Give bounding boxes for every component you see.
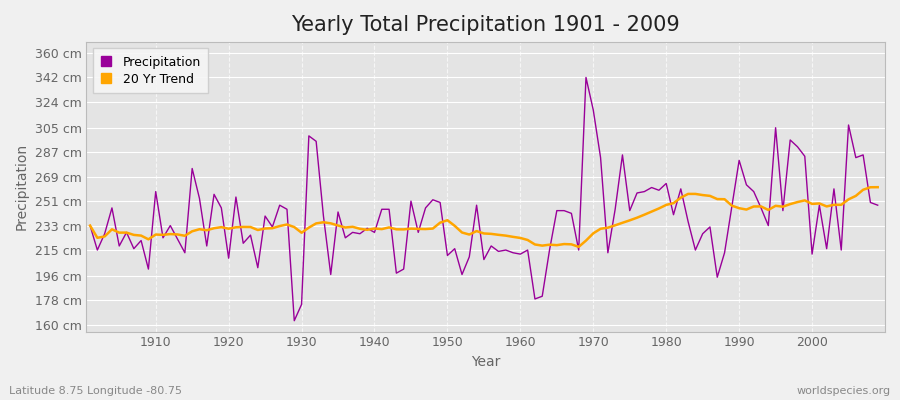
20 Yr Trend xyxy=(610,223,621,228)
Line: Precipitation: Precipitation xyxy=(90,78,878,321)
X-axis label: Year: Year xyxy=(471,355,500,369)
Precipitation xyxy=(872,203,883,208)
Precipitation xyxy=(85,223,95,228)
20 Yr Trend xyxy=(573,244,584,249)
Precipitation xyxy=(310,139,321,144)
Text: Latitude 8.75 Longitude -80.75: Latitude 8.75 Longitude -80.75 xyxy=(9,386,182,396)
20 Yr Trend xyxy=(143,237,154,242)
Legend: Precipitation, 20 Yr Trend: Precipitation, 20 Yr Trend xyxy=(93,48,209,93)
20 Yr Trend xyxy=(85,223,95,228)
20 Yr Trend xyxy=(872,185,883,190)
Precipitation xyxy=(289,318,300,323)
Title: Yearly Total Precipitation 1901 - 2009: Yearly Total Precipitation 1901 - 2009 xyxy=(292,15,680,35)
20 Yr Trend xyxy=(515,236,526,240)
20 Yr Trend xyxy=(347,224,358,229)
Precipitation xyxy=(580,75,591,80)
20 Yr Trend xyxy=(508,234,518,239)
Precipitation xyxy=(143,267,154,272)
Line: 20 Yr Trend: 20 Yr Trend xyxy=(90,187,878,247)
Precipitation xyxy=(515,252,526,256)
20 Yr Trend xyxy=(303,225,314,230)
Text: worldspecies.org: worldspecies.org xyxy=(796,386,891,396)
Precipitation xyxy=(355,231,365,236)
Y-axis label: Precipitation: Precipitation xyxy=(15,143,29,230)
Precipitation xyxy=(522,248,533,252)
Precipitation xyxy=(617,152,628,157)
